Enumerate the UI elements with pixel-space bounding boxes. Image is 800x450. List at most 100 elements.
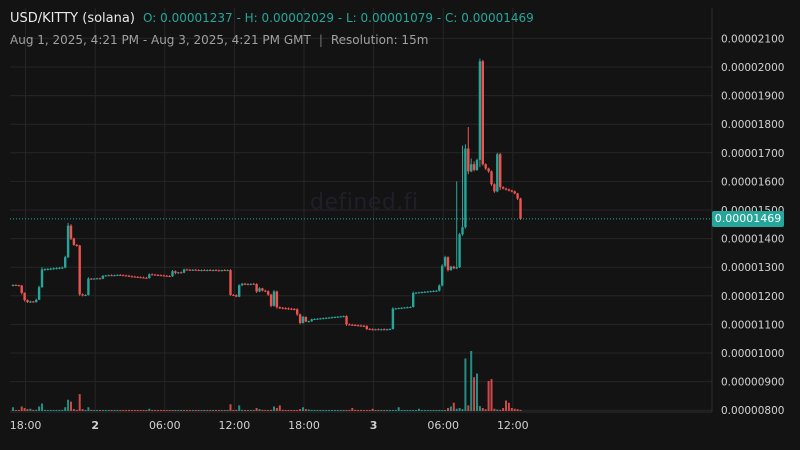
price-axis[interactable]: 0.00002100 0.00002000 0.00001900 0.00001800…	[721, 33, 784, 417]
candle-body	[49, 268, 52, 270]
volume-bar	[154, 410, 157, 411]
candle-body	[84, 294, 87, 296]
volume-bar	[409, 410, 412, 411]
candle-body	[449, 266, 453, 271]
date-range: Aug 1, 2025, 4:21 PM - Aug 3, 2025, 4:21…	[10, 33, 311, 47]
volume-bar	[191, 410, 194, 411]
candle-body	[20, 285, 23, 293]
volume-bar	[481, 408, 484, 411]
candle-body	[261, 288, 264, 291]
volume-bar	[296, 410, 299, 411]
volume-bar	[215, 410, 217, 411]
candle-body	[438, 285, 441, 291]
volume-bar	[99, 410, 101, 411]
candle-body	[359, 325, 363, 327]
volume-bar	[186, 410, 188, 411]
candle-body	[394, 308, 397, 310]
candle-body	[501, 187, 505, 189]
candle-body	[139, 277, 142, 279]
candle-body	[113, 275, 116, 277]
candle-body	[470, 164, 473, 172]
volume-bar	[293, 410, 296, 411]
candle-body	[258, 288, 261, 292]
candle-body	[441, 265, 444, 286]
volume-bar	[200, 410, 203, 411]
volume-bar	[159, 410, 162, 411]
volume-bar	[473, 377, 476, 411]
volume-bar	[331, 410, 333, 411]
volume-bar	[38, 406, 41, 411]
x-tick-label: 12:00	[219, 419, 251, 432]
x-tick-label: 06:00	[149, 419, 181, 432]
volume-bar	[72, 409, 75, 411]
candle-body	[52, 268, 55, 270]
candle-body	[252, 283, 255, 285]
candle-body	[504, 188, 508, 190]
volume-bar	[101, 410, 104, 411]
candle-body	[240, 283, 244, 286]
candle-body	[325, 317, 328, 319]
x-tick-label: 18:00	[288, 419, 320, 432]
volume-bar	[499, 409, 502, 411]
candle-body	[124, 275, 128, 277]
candle-body	[142, 277, 145, 279]
volume-bar	[487, 381, 490, 411]
volume-bar	[418, 408, 420, 411]
volume-bar	[12, 407, 14, 411]
candle-body	[406, 307, 409, 309]
volume-bar	[505, 400, 507, 411]
volume-bar	[188, 410, 191, 411]
volume-bar	[342, 410, 345, 411]
volume-bar	[316, 410, 319, 411]
volume-bar	[128, 410, 130, 411]
candle-body	[519, 198, 522, 219]
volume-bar	[183, 410, 186, 411]
resolution: Resolution: 15m	[330, 33, 429, 47]
candle-body	[380, 329, 383, 331]
volume-bar	[389, 410, 391, 411]
x-tick-label: 18:00	[10, 419, 42, 432]
candle-body	[151, 274, 154, 276]
candle-body	[264, 290, 267, 292]
candle-body	[37, 287, 41, 300]
y-tick-label: 0.00001200	[721, 291, 784, 303]
volume-bar	[67, 399, 70, 411]
volume-bar	[238, 405, 241, 411]
time-axis[interactable]: 18:00 2 06:00 12:00 18:00 3 06:00 12:00	[10, 419, 529, 432]
y-tick-label: 0.00001300	[721, 262, 784, 274]
volume-bar	[345, 410, 348, 411]
candles	[11, 58, 522, 331]
volume-bar	[14, 410, 17, 411]
candle-body	[136, 276, 139, 278]
volume-bar	[151, 410, 154, 411]
candle-body	[348, 324, 351, 326]
candle-body	[313, 318, 316, 320]
volume-bar	[432, 410, 435, 411]
volume-bar	[142, 410, 145, 411]
candle-body	[388, 328, 392, 330]
volume-bar	[377, 410, 380, 411]
volume-bar	[41, 403, 43, 411]
candle-body	[153, 274, 157, 276]
candle-body	[214, 270, 218, 272]
volume-bar	[476, 373, 478, 411]
volume-bar	[360, 410, 362, 411]
candle-body	[374, 329, 377, 331]
volume-bar	[478, 406, 481, 411]
volume-bar	[84, 410, 87, 411]
candle-body	[319, 318, 322, 320]
volume-bar	[136, 410, 139, 411]
volume-bar	[333, 410, 336, 411]
volume-bar	[447, 408, 449, 411]
candle-body	[61, 267, 64, 269]
candle-body	[284, 308, 287, 310]
candle-body	[487, 168, 490, 172]
volume-bar	[391, 410, 394, 411]
volume-bar	[278, 405, 281, 411]
candle-body	[383, 329, 386, 331]
volume-bar	[244, 410, 246, 411]
candle-body	[516, 193, 519, 199]
candle-body	[182, 269, 186, 273]
volume-bar	[220, 410, 223, 411]
